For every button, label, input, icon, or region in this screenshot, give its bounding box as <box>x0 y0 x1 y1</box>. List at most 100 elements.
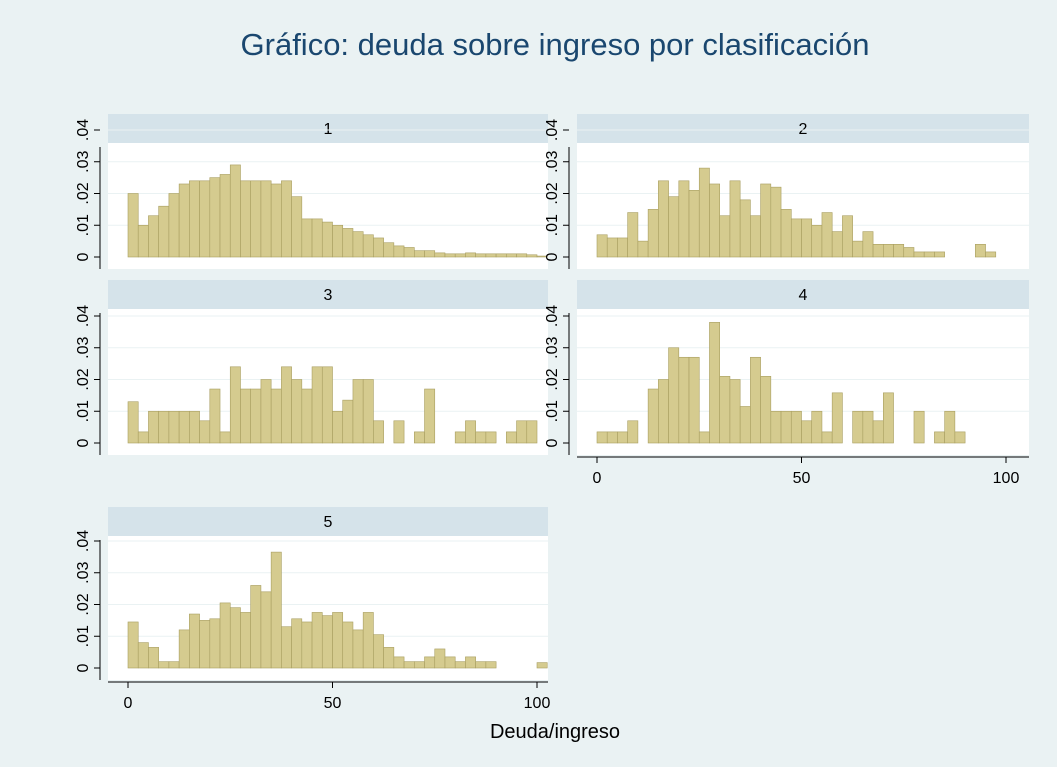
bar <box>454 661 466 669</box>
bar <box>913 251 925 258</box>
bar <box>678 356 690 444</box>
bar <box>475 661 487 669</box>
bar <box>627 420 639 444</box>
bar <box>750 356 761 444</box>
y-tick-label: 0 <box>75 663 92 672</box>
bar <box>362 612 374 669</box>
bar <box>240 388 252 444</box>
bar <box>495 253 507 258</box>
bar <box>617 237 628 258</box>
bar <box>352 629 364 669</box>
bar <box>709 322 720 444</box>
y-tick-label: .04 <box>75 119 92 141</box>
bar <box>321 615 333 669</box>
bar <box>403 661 415 669</box>
bar <box>199 180 211 258</box>
y-tick-label: .01 <box>75 625 92 647</box>
panel-label: 3 <box>324 287 333 304</box>
bar <box>698 167 710 258</box>
bar <box>606 237 618 258</box>
bar <box>332 410 344 444</box>
bar <box>668 196 680 258</box>
y-tick-label: .01 <box>544 214 561 236</box>
bar <box>821 431 833 444</box>
bar <box>219 431 231 444</box>
bar <box>373 634 384 669</box>
bar <box>485 661 497 669</box>
bar <box>985 251 997 258</box>
panel-strip <box>108 280 548 309</box>
bar <box>127 621 139 669</box>
bar <box>831 231 843 258</box>
bar <box>189 410 200 444</box>
bar <box>872 244 884 258</box>
y-tick-label: 0 <box>75 438 92 447</box>
bar <box>934 431 945 444</box>
y-tick-label: 0 <box>75 252 92 261</box>
bar <box>260 180 272 258</box>
bar <box>250 585 262 669</box>
bar <box>852 240 864 258</box>
bar <box>913 410 925 444</box>
bar <box>606 431 618 444</box>
y-tick-label: .04 <box>544 305 561 327</box>
y-tick-label: .03 <box>75 337 92 359</box>
bar <box>444 656 456 669</box>
bar <box>975 244 986 258</box>
bar <box>209 177 221 258</box>
bar <box>301 218 313 258</box>
bar <box>516 420 528 444</box>
chart-title: Gráfico: deuda sobre ingreso por clasifi… <box>241 27 870 62</box>
bar <box>831 392 843 444</box>
bar <box>127 401 139 444</box>
bar <box>506 431 517 444</box>
bar <box>219 174 231 258</box>
bar <box>688 190 700 258</box>
bar <box>903 247 915 258</box>
bar <box>882 392 894 444</box>
bar <box>209 618 221 669</box>
bar <box>872 420 884 444</box>
bar <box>668 347 680 444</box>
bar <box>137 431 149 444</box>
bar <box>760 183 772 258</box>
y-tick-label: .01 <box>75 214 92 236</box>
bar <box>801 420 813 444</box>
bar <box>270 183 282 258</box>
y-tick-label: .02 <box>544 182 561 204</box>
x-tick-label: 50 <box>324 695 342 712</box>
y-tick-label: .03 <box>544 151 561 173</box>
bar <box>882 244 894 258</box>
bar <box>342 621 354 669</box>
bar <box>260 379 272 444</box>
x-tick-label: 100 <box>993 470 1020 487</box>
bar <box>454 253 466 258</box>
bar <box>158 205 170 258</box>
bar <box>536 255 548 258</box>
bar <box>627 212 639 258</box>
bar <box>658 379 669 444</box>
y-tick-label: 0 <box>544 252 561 261</box>
y-tick-label: .04 <box>75 305 92 327</box>
bar <box>291 618 303 669</box>
bar <box>821 212 833 258</box>
bar <box>729 180 741 258</box>
bar <box>465 656 476 669</box>
bar <box>229 607 241 669</box>
bar <box>260 591 272 669</box>
bar <box>790 410 802 444</box>
bar <box>475 431 487 444</box>
bar <box>658 180 669 258</box>
bar <box>393 420 405 444</box>
y-tick-label: 0 <box>544 438 561 447</box>
bar <box>219 602 231 669</box>
bar <box>148 647 159 669</box>
bar <box>250 180 262 258</box>
bar <box>332 612 344 669</box>
x-axis-label: Deuda/ingreso <box>490 721 620 743</box>
bar <box>229 366 241 444</box>
bar <box>688 356 700 444</box>
bar <box>678 180 690 258</box>
bar <box>137 642 149 669</box>
bar <box>137 224 149 258</box>
